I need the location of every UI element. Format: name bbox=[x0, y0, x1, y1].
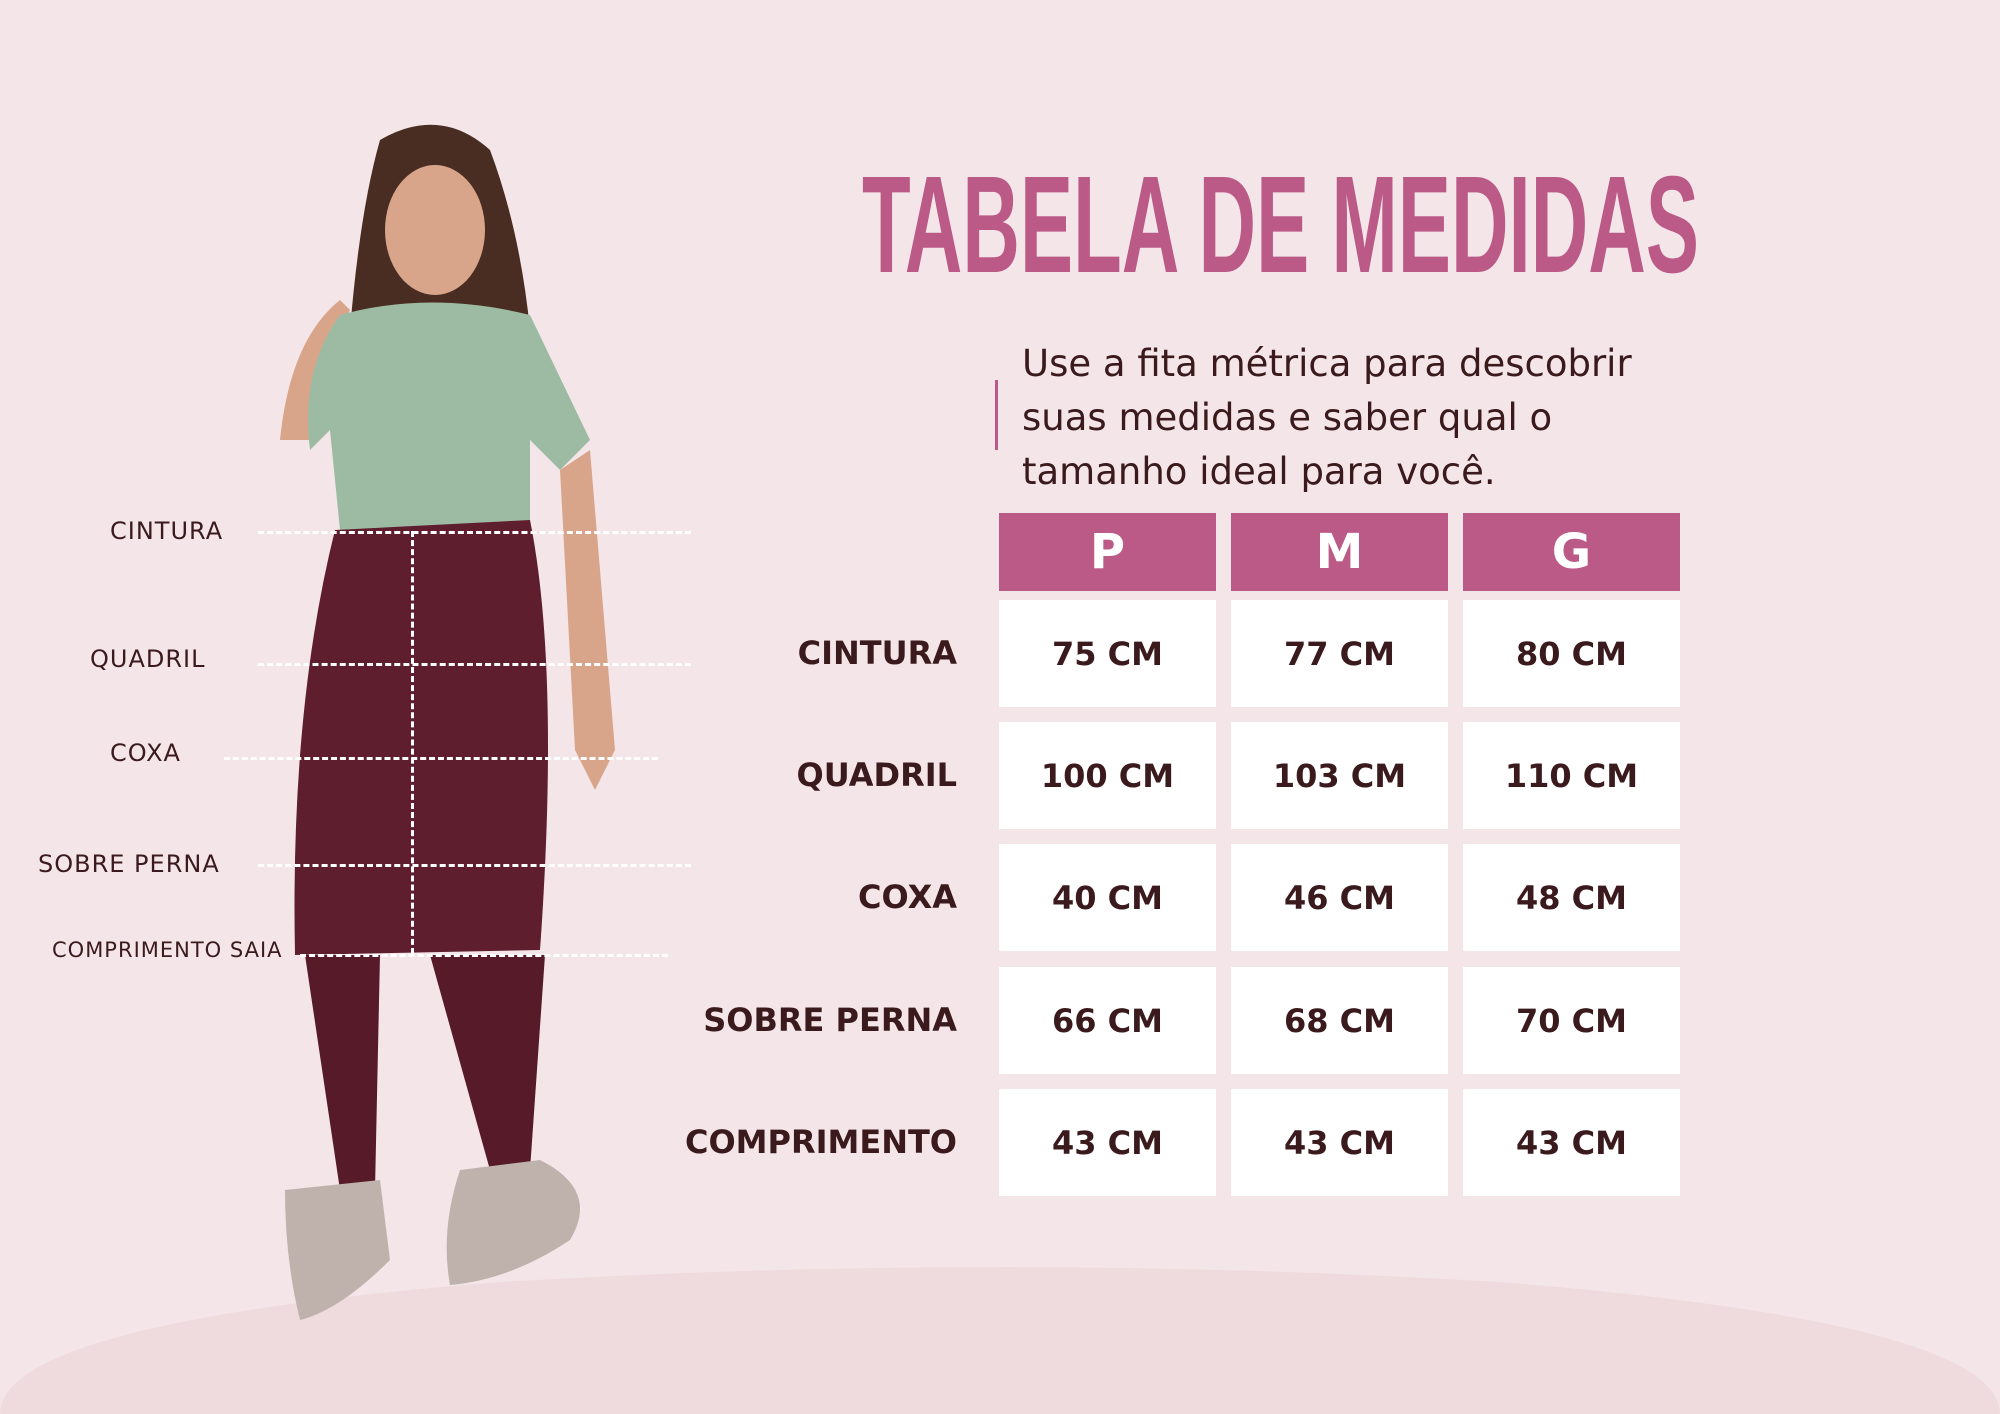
table-cell: 110 CM bbox=[1463, 722, 1680, 829]
table-cell: 43 CM bbox=[1231, 1089, 1448, 1196]
table-cell: 100 CM bbox=[999, 722, 1216, 829]
model-photo bbox=[280, 124, 615, 1320]
table-cell: 70 CM bbox=[1463, 967, 1680, 1074]
table-cell: 43 CM bbox=[999, 1089, 1216, 1196]
measure-label-quadril: QUADRIL bbox=[90, 645, 206, 673]
size-header-m: M bbox=[1231, 513, 1448, 591]
sobre-perna-guide-line bbox=[258, 864, 691, 867]
measure-label-coxa: COXA bbox=[110, 739, 181, 767]
table-cell: 66 CM bbox=[999, 967, 1216, 1074]
table-cell: 48 CM bbox=[1463, 844, 1680, 951]
table-cell: 68 CM bbox=[1231, 967, 1448, 1074]
measure-label-cintura: CINTURA bbox=[110, 517, 224, 545]
table-cell: 43 CM bbox=[1463, 1089, 1680, 1196]
background-wave bbox=[0, 1267, 2000, 1414]
row-label: COMPRIMENTO bbox=[684, 1123, 957, 1161]
table-cell: 46 CM bbox=[1231, 844, 1448, 951]
coxa-guide-line bbox=[224, 757, 658, 760]
subtitle-line: tamanho ideal para você. bbox=[1022, 450, 1496, 493]
row-label: QUADRIL bbox=[796, 756, 957, 794]
subtitle-accent-bar bbox=[995, 380, 998, 450]
subtitle-line: suas medidas e saber qual o bbox=[1022, 396, 1553, 439]
table-cell: 103 CM bbox=[1231, 722, 1448, 829]
table-cell: 40 CM bbox=[999, 844, 1216, 951]
table-cell: 77 CM bbox=[1231, 600, 1448, 707]
quadril-guide-line bbox=[258, 663, 691, 666]
size-header-g: G bbox=[1463, 513, 1680, 591]
size-header-p: P bbox=[999, 513, 1216, 591]
page-title-wrapper: TABELA DE MEDIDAS bbox=[862, 168, 1699, 278]
table-cell: 75 CM bbox=[999, 600, 1216, 707]
measure-label-sobre-perna: SOBRE PERNA bbox=[38, 850, 220, 878]
table-cell: 80 CM bbox=[1463, 600, 1680, 707]
measure-label-comprimento-saia: COMPRIMENTO SAIA bbox=[52, 938, 283, 962]
subtitle-line: Use a fita métrica para descobrir bbox=[1022, 342, 1632, 385]
cintura-guide-line bbox=[258, 531, 691, 534]
length-guide-line bbox=[411, 531, 414, 954]
row-label: SOBRE PERNA bbox=[703, 1001, 957, 1039]
row-label: CINTURA bbox=[797, 634, 957, 672]
row-label: COXA bbox=[858, 878, 957, 916]
page-title: TABELA DE MEDIDAS bbox=[862, 168, 1699, 278]
comprimento-guide-line bbox=[300, 954, 668, 957]
